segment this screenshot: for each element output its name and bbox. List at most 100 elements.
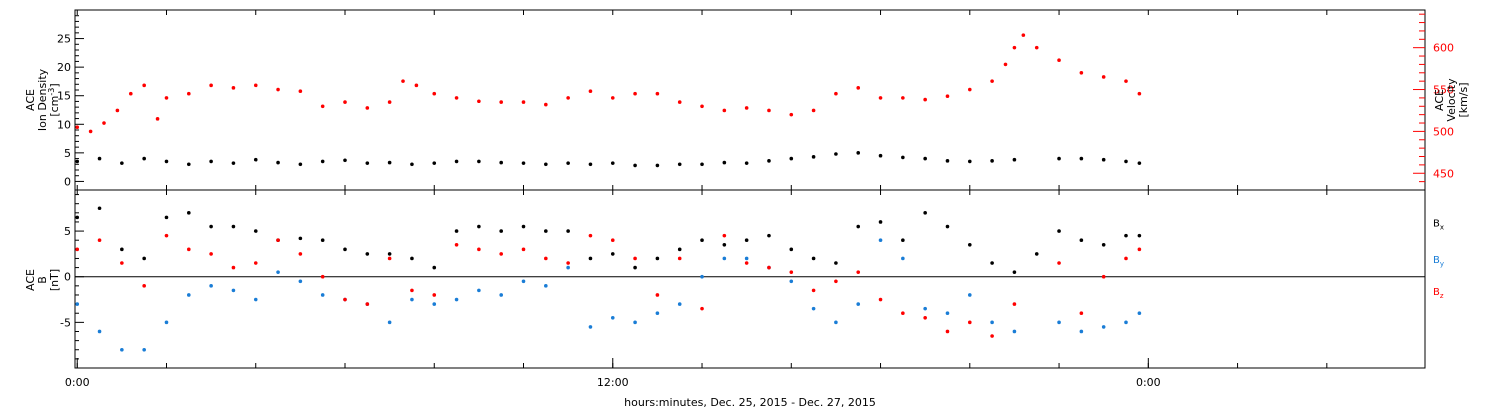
top-data-point [454, 96, 459, 100]
bottom-data-point [633, 320, 637, 325]
legend-entry-subscript: y [1440, 260, 1444, 268]
bottom-data-point [164, 320, 169, 325]
bottom-data-point [722, 256, 727, 261]
bottom-data-point [878, 297, 883, 302]
top-data-point [102, 121, 106, 125]
bottom-data-point [878, 220, 883, 224]
top-data-point [128, 91, 133, 96]
bottom-data-point [142, 347, 146, 352]
top-data-point [1021, 33, 1026, 37]
top-data-point [633, 91, 637, 96]
bottom-data-point [722, 233, 727, 238]
bottom-data-point [856, 302, 861, 306]
top-data-point [544, 162, 548, 167]
bottom-label-line-2: B [36, 276, 49, 284]
top-data-point [588, 89, 593, 94]
bottom-data-point [990, 261, 994, 265]
top-right-tick-label: 600 [1433, 42, 1454, 55]
top-data-point [365, 161, 370, 165]
bottom-data-point [276, 270, 280, 274]
bottom-data-point [499, 229, 503, 233]
legend-entry: Bx [1433, 219, 1444, 232]
bottom-data-point [142, 284, 146, 288]
bottom-data-point [365, 302, 370, 306]
top-left-unit-close: ] [48, 83, 61, 87]
bottom-data-point [1079, 311, 1084, 316]
top-data-point [610, 96, 615, 100]
top-left-y-axis: 0 5 10 15 20 25 [57, 15, 84, 188]
bottom-data-point [1124, 233, 1128, 238]
bottom-data-point [1057, 261, 1061, 265]
top-data-point [253, 83, 258, 88]
bottom-data-point [499, 252, 503, 256]
bottom-data-point [231, 224, 236, 229]
top-right-label-line-1: ACE [1433, 89, 1446, 111]
top-data-point [120, 161, 124, 165]
bottom-data-point [923, 211, 927, 215]
bottom-data-point [990, 320, 994, 325]
top-left-tick-label: 0 [64, 175, 71, 188]
bottom-data-point [901, 311, 905, 316]
bottom-data-point [1012, 329, 1017, 334]
top-data-point [477, 99, 481, 104]
bottom-data-point [276, 238, 280, 243]
bottom-data-point [700, 238, 704, 243]
top-data-point [990, 79, 994, 83]
top-data-point [744, 106, 749, 110]
x-tick-label: 0:00 [65, 376, 90, 389]
legend-entry-name: B [1433, 219, 1440, 230]
bottom-data-point [343, 297, 347, 302]
bottom-data-point [767, 233, 771, 238]
top-data-point [142, 156, 146, 161]
top-left-tick-label: 25 [57, 33, 71, 46]
bottom-data-point [164, 215, 169, 220]
bottom-data-point [856, 270, 861, 274]
bottom-data-point [253, 229, 258, 233]
top-data-point [276, 160, 280, 165]
top-data-point [945, 159, 950, 163]
top-data-point [722, 108, 727, 113]
top-left-label-line-2: Ion Density [36, 68, 49, 131]
bottom-data-point [454, 297, 459, 302]
bottom-tick-label: -5 [60, 316, 71, 329]
bottom-data-point [320, 238, 325, 243]
bottom-data-point [410, 297, 414, 302]
bottom-data-point [187, 293, 191, 297]
bottom-data-point [432, 302, 437, 306]
legend-entry-subscript: x [1440, 224, 1444, 232]
bottom-data-point [967, 293, 972, 297]
top-data-point [655, 91, 660, 96]
bottom-data-point [566, 265, 570, 270]
top-data-point [231, 86, 236, 90]
top-right-label-line-2: Velocity [1445, 78, 1458, 122]
bottom-data-point [834, 279, 838, 284]
bottom-data-point [811, 256, 816, 261]
bottom-data-point [432, 265, 437, 270]
bottom-data-point [566, 261, 570, 265]
bottom-data-point [588, 256, 593, 261]
bottom-data-point [789, 279, 794, 284]
bottom-data-point [1124, 256, 1128, 261]
bottom-data-point [655, 293, 660, 297]
top-data-point [677, 100, 682, 104]
top-left-unit-text: [cm [48, 96, 61, 117]
top-data-point [967, 159, 972, 164]
top-data-point [1101, 157, 1106, 162]
bottom-data-point [945, 224, 950, 229]
top-data-point [1124, 159, 1128, 164]
top-data-point [1012, 157, 1017, 162]
top-data-point [432, 91, 437, 96]
bottom-data-point [878, 238, 883, 243]
bottom-data-point [320, 274, 325, 279]
bottom-data-point [901, 256, 905, 261]
top-data-point [767, 108, 771, 113]
top-data-point [923, 97, 927, 102]
bottom-data-point [700, 306, 704, 311]
bottom-data-point [253, 297, 258, 302]
top-left-axis-label: ACE Ion Density [cm-3] [24, 68, 61, 131]
bottom-data-point [677, 302, 682, 306]
bottom-data-point [923, 315, 927, 320]
bottom-data-point [120, 247, 124, 252]
top-data-point [834, 152, 838, 156]
top-data-point [477, 159, 481, 164]
